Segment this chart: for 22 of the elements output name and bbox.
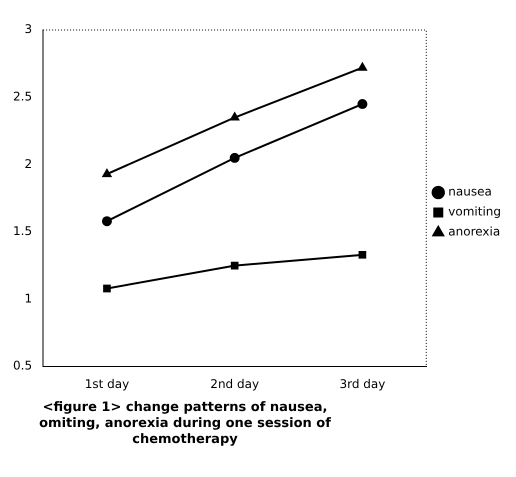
y-tick-label: 1.5 [12,224,32,238]
y-tick-label: 1 [24,291,32,306]
point [230,262,239,270]
x-tick-label: 2nd day [210,376,260,391]
point [102,169,112,178]
point [102,216,112,226]
y-tick-label: 2.5 [12,89,32,104]
text: <figure 1> change patterns of nausea, omiting, anorexia during one session of chemotherapy [38,400,332,448]
y-tick-label: 0.5 [12,358,32,373]
point [358,62,367,71]
y-tick-label: 2 [24,156,32,171]
point [230,112,240,121]
x-tick-label: 3rd day [339,376,386,391]
legend-label: vomiting [448,204,502,219]
x-tick-label: 1st day [84,376,130,391]
y-tick-label: 3 [24,22,32,36]
point [357,99,368,110]
legend-label: nausea [448,184,492,199]
point [358,251,366,259]
point [103,284,111,292]
point [230,152,240,163]
legend-label: anorexia [448,224,500,239]
